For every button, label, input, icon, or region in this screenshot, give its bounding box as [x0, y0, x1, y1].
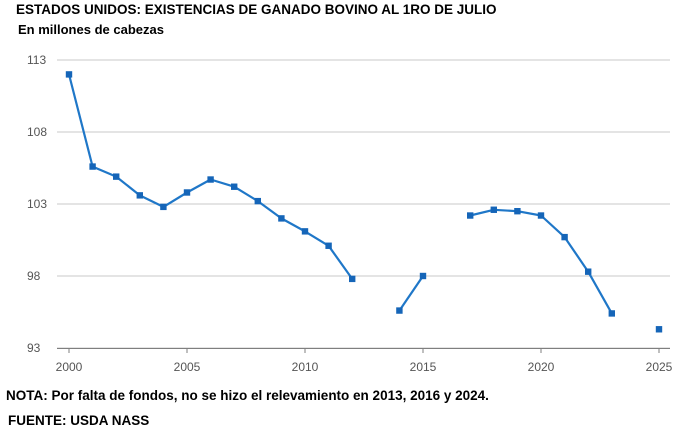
data-point-2017 [467, 212, 474, 219]
data-point-2022 [585, 268, 592, 275]
data-point-2000 [65, 71, 73, 78]
source-label: FUENTE: USDA NASS [8, 413, 150, 428]
data-point-2007 [231, 183, 238, 190]
x-tick-label: 2020 [528, 360, 555, 374]
series-lines [67, 74, 613, 314]
tick-labels: 93 98 103 108 113 2000 2005 2010 2015 2020 2025 [27, 53, 673, 374]
data-point-2020 [537, 212, 545, 219]
footnote: NOTA: Por falta de fondos, no se hizo el… [6, 388, 489, 403]
x-tick-label: 2010 [292, 360, 319, 374]
data-point-2014 [396, 307, 403, 314]
y-tick-label: 113 [27, 53, 46, 67]
data-point-2010 [301, 228, 309, 235]
data-point-2021 [561, 233, 568, 241]
data-point-2002 [113, 173, 120, 180]
y-tick-label: 108 [27, 125, 47, 139]
data-point-2011 [325, 242, 332, 249]
axes [57, 348, 670, 353]
y-tick-label: 93 [27, 341, 41, 355]
data-point-2023 [608, 310, 615, 317]
data-point-2012 [349, 275, 356, 283]
series-points [65, 71, 663, 333]
x-tick-label: 2005 [174, 360, 201, 374]
data-point-2008 [254, 197, 261, 205]
data-point-2025 [655, 326, 663, 333]
line-chart: 93 98 103 108 113 2000 2005 2010 2015 2020 2025 [27, 53, 673, 374]
data-point-2015 [419, 272, 427, 280]
data-point-2009 [278, 215, 285, 222]
x-tick-label: 2015 [410, 360, 437, 374]
chart-title: ESTADOS UNIDOS: EXISTENCIAS DE GANADO BO… [16, 2, 497, 17]
x-tick-label: 2025 [646, 360, 673, 374]
data-point-2004 [160, 203, 167, 211]
chart-subtitle: En millones de cabezas [18, 22, 164, 37]
data-point-2001 [89, 163, 96, 170]
data-point-2018 [490, 206, 497, 213]
data-point-2006 [207, 176, 214, 183]
data-point-2019 [514, 208, 521, 215]
data-point-2005 [183, 189, 191, 196]
series-line-segment-2 [398, 275, 424, 312]
x-tick-label: 2000 [56, 360, 83, 374]
y-tick-label: 98 [27, 269, 41, 283]
grid-lines [57, 59, 670, 349]
series-line-segment-3 [469, 208, 613, 314]
y-tick-label: 103 [27, 197, 47, 211]
data-point-2003 [136, 192, 143, 199]
